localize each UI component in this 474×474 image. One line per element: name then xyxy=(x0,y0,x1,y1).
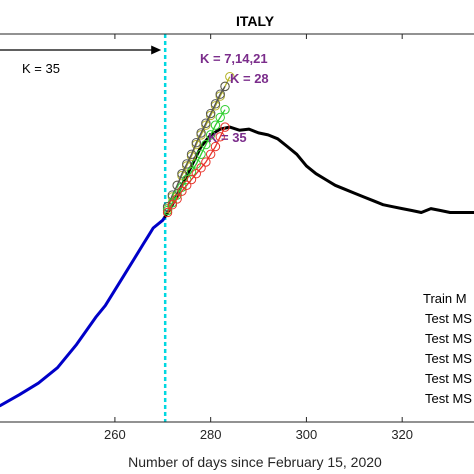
legend-entry: Test MS xyxy=(425,371,472,386)
forecast-point-red xyxy=(220,122,230,132)
forecast-point-black xyxy=(215,89,225,99)
forecast-point-red xyxy=(205,149,216,159)
forecast-point-black xyxy=(182,159,192,169)
forecast-point-olive xyxy=(225,71,235,82)
forecast-point-black xyxy=(201,118,211,128)
forecast-point-black xyxy=(186,149,197,159)
forecast-point-black xyxy=(205,108,216,119)
forecast-label-k-7-14-21: K = 7,14,21 xyxy=(200,51,268,66)
legend-entry: Test MS xyxy=(425,331,472,346)
forecast-point-black xyxy=(220,81,230,92)
forecast-point-green xyxy=(210,120,221,130)
legend: Train M Test MS Test MS Test MS Test MS … xyxy=(423,291,472,406)
legend-entry: Train M xyxy=(423,291,467,306)
forecast-point-green xyxy=(220,104,230,115)
forecast-point-red xyxy=(191,168,202,179)
forecast-point-green xyxy=(186,167,197,177)
split-arrow-head xyxy=(151,45,162,55)
split-annotation: K = 35 xyxy=(22,61,60,76)
x-tick-label: 280 xyxy=(200,427,222,442)
forecast-point-red xyxy=(196,163,206,173)
forecast-point-red xyxy=(182,180,192,191)
forecast-point-red xyxy=(172,194,182,204)
test-series-line xyxy=(163,125,474,218)
forecast-point-red xyxy=(162,207,173,218)
legend-entry: Test MS xyxy=(425,351,472,366)
chart-title: ITALY xyxy=(236,13,275,29)
x-tick-label: 320 xyxy=(391,427,413,442)
forecast-point-black xyxy=(177,168,187,179)
forecast-line-red xyxy=(167,126,226,213)
forecast-point-red xyxy=(177,186,187,196)
forecast-point-green xyxy=(215,112,225,123)
forecast-label-k-35: K = 35 xyxy=(208,130,247,145)
forecast-point-black xyxy=(172,180,182,191)
x-tick-label: 300 xyxy=(296,427,318,442)
forecast-point-black xyxy=(196,128,206,138)
forecast-point-red xyxy=(210,141,221,152)
forecast-point-black xyxy=(191,137,202,148)
forecast-point-black xyxy=(210,99,221,109)
forecast-point-green xyxy=(205,130,216,140)
forecast-point-green xyxy=(201,139,211,150)
forecast-point-green xyxy=(196,149,206,159)
forecast-point-red xyxy=(167,200,178,210)
forecast-point-red xyxy=(201,157,211,167)
chart-axes: 260 280 300 320 xyxy=(0,33,474,442)
x-axis-label: Number of days since February 15, 2020 xyxy=(128,454,382,470)
chart-marks xyxy=(0,34,474,422)
forecast-line-black xyxy=(166,86,226,207)
forecast-label-k-28: K = 28 xyxy=(230,71,269,86)
train-series-line xyxy=(0,214,167,408)
x-tick-label: 260 xyxy=(104,427,126,442)
legend-entry: Test MS xyxy=(425,311,472,326)
forecast-point-red xyxy=(215,132,225,142)
forecast-point-red xyxy=(186,174,197,185)
legend-entry: Test MS xyxy=(425,391,472,406)
